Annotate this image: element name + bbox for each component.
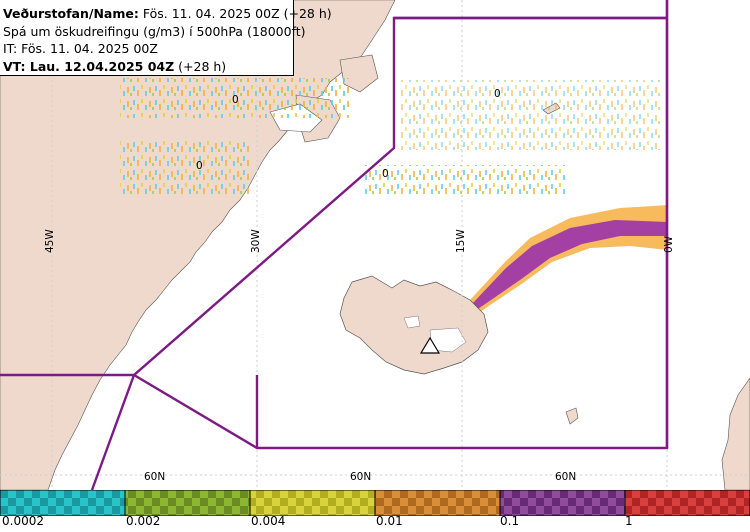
marker-zero: 0: [494, 88, 501, 100]
scale-swatch: [0, 490, 126, 516]
scale-swatch: [249, 490, 376, 516]
scale-tick-labels: 0.0002 0.002 0.004 0.01 0.1 1: [0, 514, 750, 532]
ash-speckles-mid: [365, 165, 565, 195]
info-name-label: Veðurstofan/Name:: [3, 6, 139, 21]
info-line-2: Spá um öskudreifingu (g/m3) í 500hPa (18…: [3, 23, 306, 39]
lat-label-60n: 60N: [555, 471, 577, 483]
scale-tick: 0.01: [376, 514, 403, 528]
marker-zero: 0: [196, 160, 203, 172]
scale-tick: 1: [625, 514, 633, 528]
volcano-marker-icon: [419, 336, 441, 354]
scale-tick: 0.0002: [2, 514, 44, 528]
scale-swatch: [374, 490, 501, 516]
lon-label-30w: 30W: [250, 229, 262, 253]
forecast-info-box: Veðurstofan/Name: Fös. 11. 04. 2025 00Z …: [0, 0, 332, 76]
info-valid-offset: (+28 h): [178, 58, 227, 74]
faroe-islands: [565, 407, 579, 425]
scale-tick: 0.1: [500, 514, 520, 528]
info-line-1: Veðurstofan/Name: Fös. 11. 04. 2025 00Z …: [3, 5, 332, 23]
lon-label-15w: 15W: [455, 229, 467, 253]
info-line-3: IT: Fös. 11. 04. 2025 00Z: [3, 41, 158, 56]
scale-swatch: [624, 490, 750, 516]
concentration-color-scale: [0, 490, 750, 516]
lat-label-60n: 60N: [350, 471, 372, 483]
ash-speckles-north-east: [400, 80, 660, 150]
info-name-value: Fös. 11. 04. 2025 00Z (+28 h): [142, 6, 332, 21]
fir-boundary: [0, 0, 669, 491]
iceland-glacier: [403, 315, 421, 329]
lon-label-0w: 0W: [663, 235, 675, 253]
ash-speckles-north: [120, 78, 350, 118]
marker-zero: 0: [232, 94, 239, 106]
ash-plume-high: [432, 220, 668, 338]
scale-swatch: [124, 490, 251, 516]
lon-label-45w: 45W: [44, 229, 56, 253]
info-valid-time: VT: Lau. 12.04.2025 04Z: [3, 58, 175, 74]
scale-swatch: [499, 490, 626, 516]
scale-tick: 0.002: [126, 514, 161, 528]
marker-zero: 0: [382, 168, 389, 180]
scale-tick: 0.004: [251, 514, 286, 528]
lat-label-60n: 60N: [144, 471, 166, 483]
ash-speckles-west: [120, 140, 250, 195]
info-line-4: VT: Lau. 12.04.2025 04Z (+28 h): [3, 58, 293, 76]
